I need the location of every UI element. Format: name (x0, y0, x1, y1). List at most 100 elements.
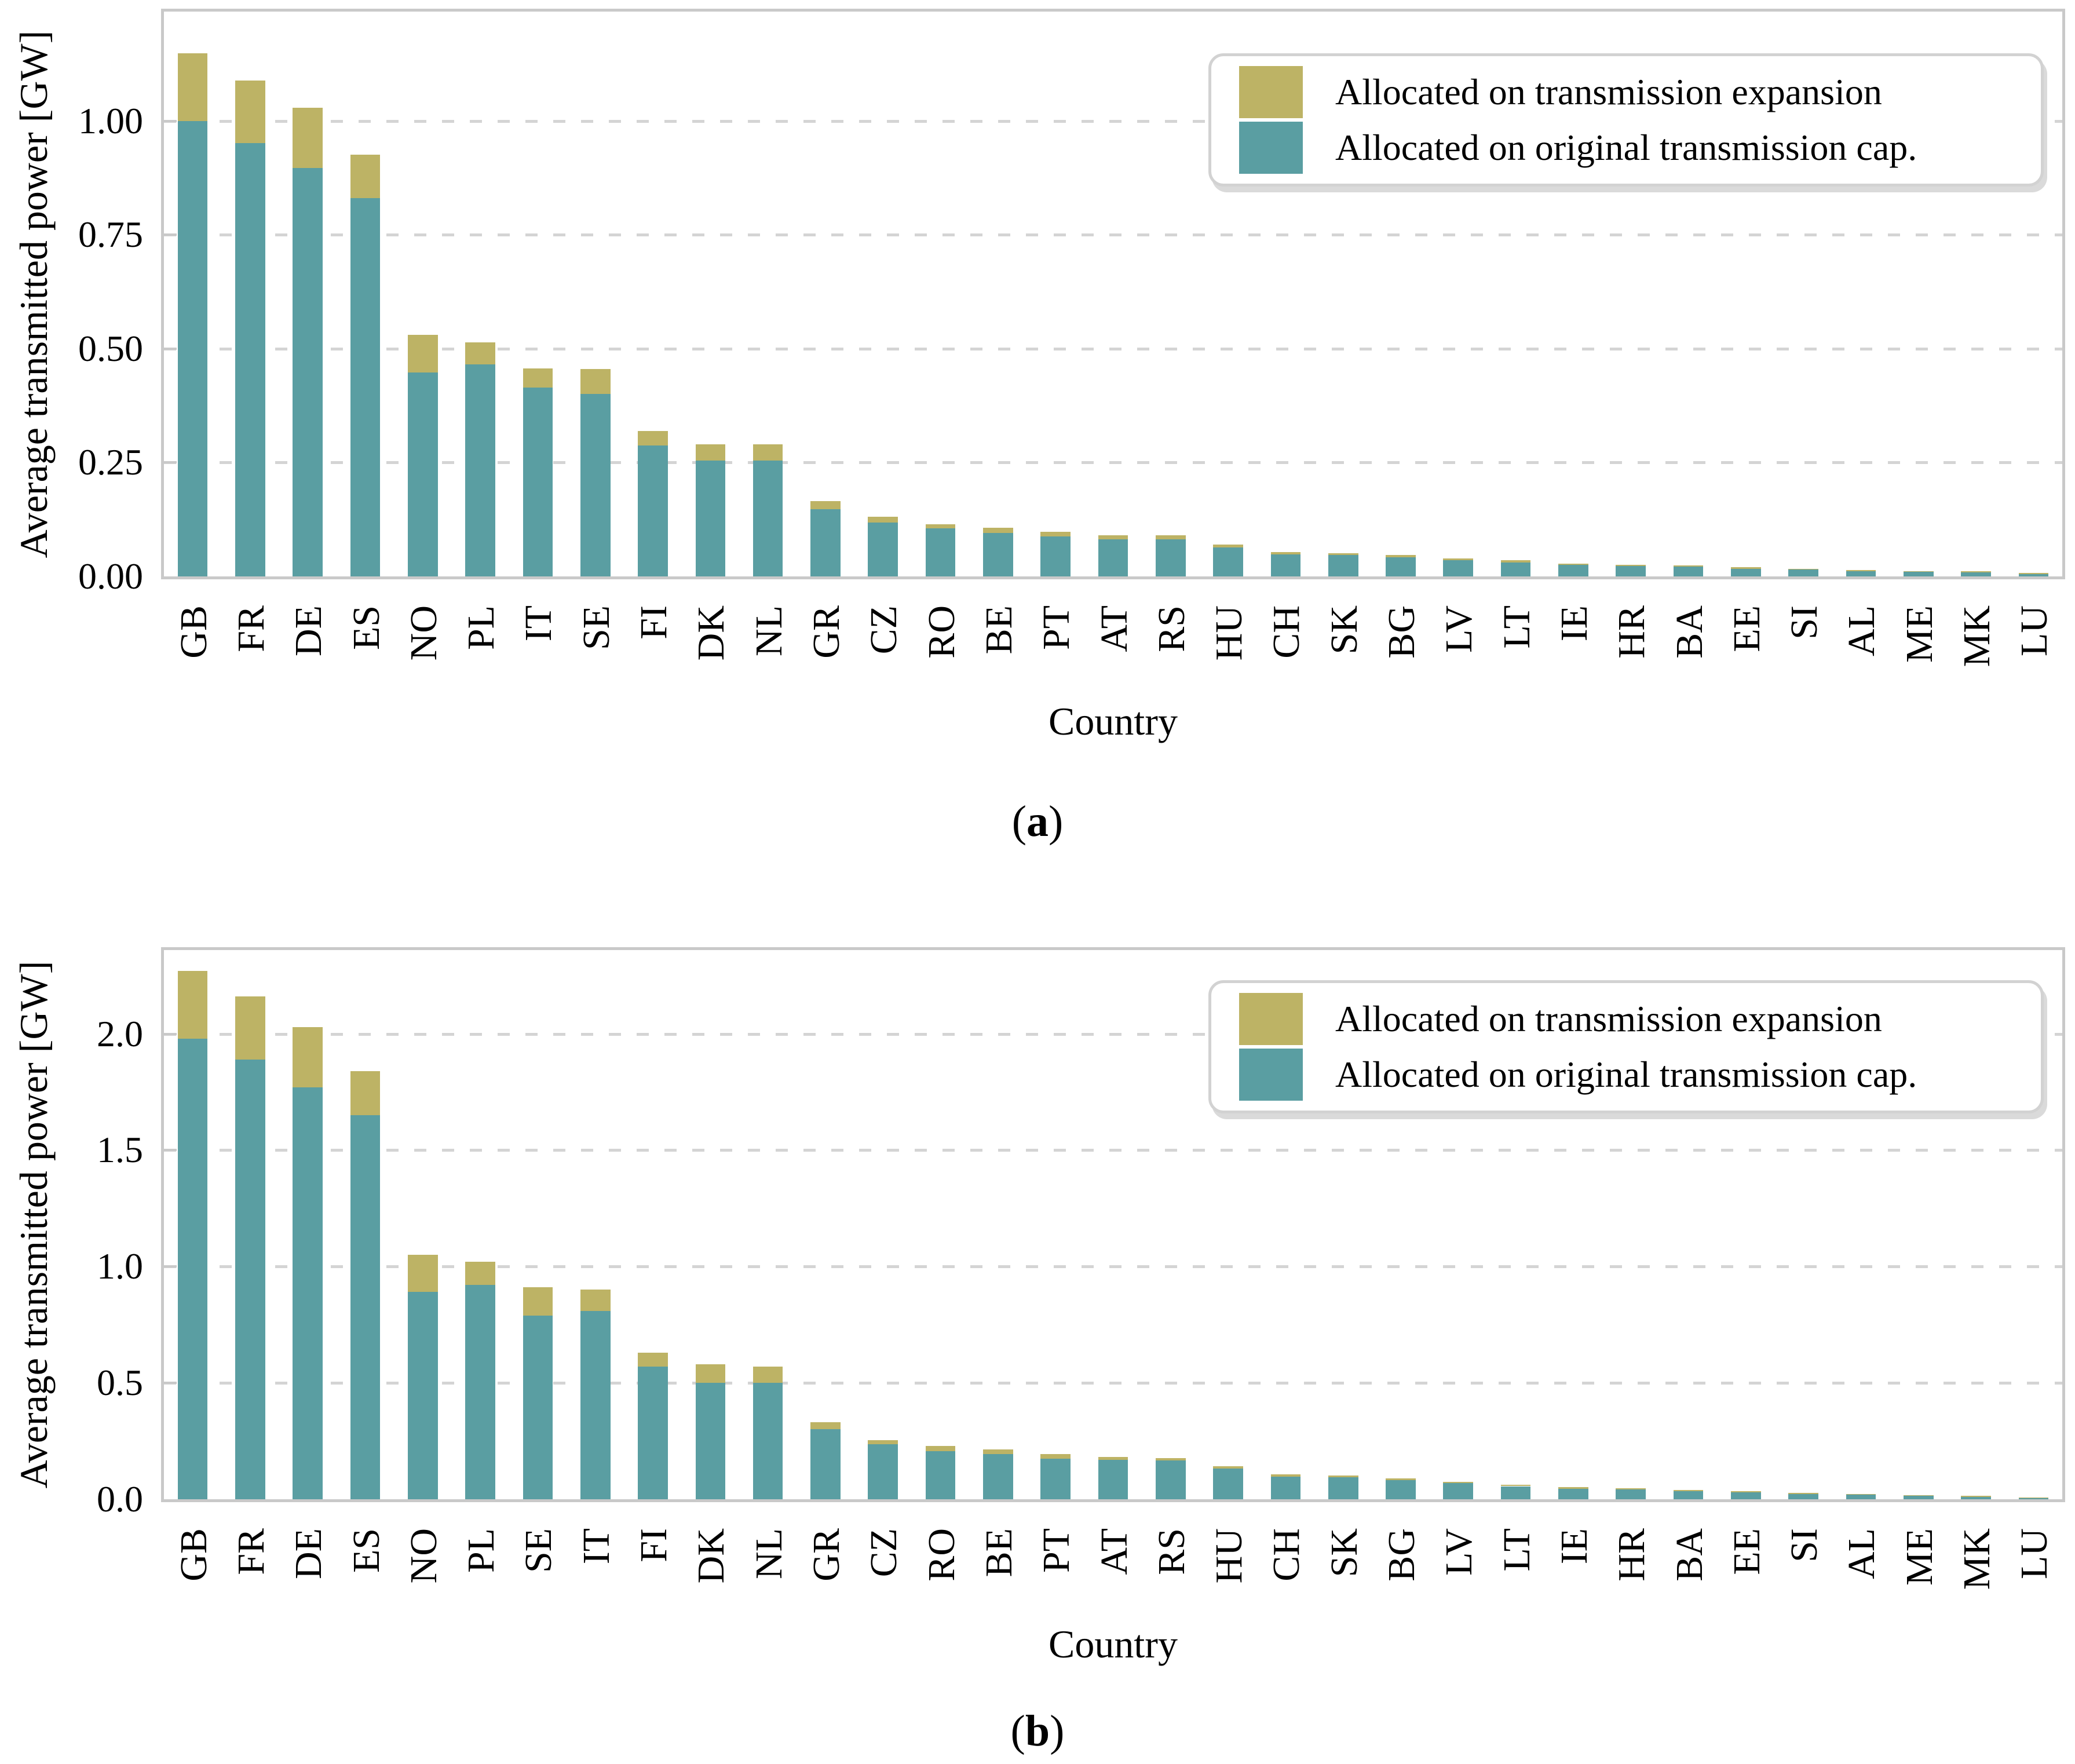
bar-SI-original (1788, 1493, 1818, 1499)
bar-LT-expansion (1500, 1484, 1531, 1487)
bar-FR-original (235, 1059, 265, 1499)
y-tick-label-1.5: 1.5 (97, 1129, 143, 1171)
bar-BG-original (1386, 557, 1416, 576)
bar-AT-expansion (1098, 535, 1128, 539)
bar-GR-original (810, 1429, 841, 1499)
bar-HU-expansion (1213, 544, 1243, 547)
x-tick-label-FR: FR (229, 605, 272, 652)
bar-IT-original (523, 387, 553, 576)
bar-PT-expansion (1040, 1454, 1071, 1459)
bar-AL-expansion (1846, 569, 1876, 571)
bar-LT-original (1500, 1486, 1531, 1499)
bar-NL-expansion (752, 444, 783, 461)
caption-a-letter: a (1026, 797, 1049, 846)
bar-RS-original (1155, 539, 1186, 576)
x-tick-label-HR: HR (1610, 605, 1653, 659)
bar-SE-original (523, 1315, 553, 1499)
bar-GB-expansion (177, 971, 208, 1039)
bar-HR-original (1616, 565, 1646, 576)
bar-BE-original (983, 533, 1013, 576)
x-tick-label-LT: LT (1495, 605, 1538, 649)
caption-a-open-paren: ( (1011, 797, 1026, 846)
gridline-0.5 (164, 1382, 2062, 1385)
x-tick-label-GB: GB (172, 605, 215, 659)
caption-b-open-paren: ( (1010, 1707, 1025, 1755)
legend-b: Allocated on transmission expansion Alloc… (1208, 980, 2044, 1113)
gridline-0.50 (164, 347, 2062, 350)
bar-MK-expansion (1961, 1496, 1991, 1497)
legend-label-b-0: Allocated on transmission expansion (1335, 998, 1882, 1039)
bar-AT-original (1098, 539, 1128, 576)
bar-RS-original (1155, 1460, 1186, 1499)
bar-GB-original (177, 120, 208, 576)
bar-DE-original (293, 1087, 323, 1499)
x-tick-label-BE: BE (977, 605, 1020, 655)
y-axis-label-b: Average transmitted power [GW] (12, 960, 56, 1489)
bar-SK-original (1328, 1477, 1358, 1499)
x-tick-label-SK: SK (1323, 1528, 1365, 1577)
caption-a-close-paren: ) (1049, 797, 1064, 846)
gridline-1.5 (164, 1149, 2062, 1152)
bar-SK-expansion (1328, 553, 1358, 556)
x-tick-label-SI: SI (1783, 605, 1826, 640)
caption-b-close-paren: ) (1050, 1707, 1065, 1755)
bar-IT-original (580, 1310, 611, 1499)
bar-RS-expansion (1155, 535, 1186, 540)
bar-ES-expansion (350, 154, 381, 198)
bar-EE-expansion (1731, 567, 1761, 569)
bar-NO-original (408, 372, 438, 576)
bar-ME-expansion (1903, 1495, 1934, 1496)
bar-PT-original (1040, 536, 1071, 576)
legend-swatch-original (1239, 1049, 1303, 1101)
bar-PL-expansion (465, 342, 495, 365)
x-tick-label-EE: EE (1725, 1528, 1768, 1575)
x-axis-label-a: Country (1049, 699, 1178, 743)
bar-CZ-original (868, 523, 898, 576)
x-tick-label-GR: GR (805, 605, 847, 659)
y-tick-label-1.0: 1.0 (97, 1246, 143, 1287)
bar-MK-original (1961, 1496, 1991, 1499)
x-tick-label-NL: NL (747, 1528, 790, 1579)
x-tick-label-ES: ES (345, 605, 388, 651)
x-tick-label-RO: RO (920, 605, 963, 659)
y-tick-label-0.25: 0.25 (78, 441, 143, 483)
bar-ME-original (1903, 1496, 1934, 1499)
bar-PL-original (465, 1285, 495, 1499)
bar-DK-expansion (695, 444, 726, 461)
legend-swatch-expansion (1239, 992, 1303, 1045)
gridline-2.0 (164, 1032, 2062, 1036)
bar-DE-original (293, 167, 323, 576)
x-tick-label-LV: LV (1438, 605, 1481, 653)
bar-PT-expansion (1040, 531, 1071, 536)
x-tick-label-AL: AL (1840, 605, 1883, 656)
bar-CH-original (1270, 554, 1301, 576)
bar-NO-original (408, 1292, 438, 1499)
x-tick-label-CZ: CZ (863, 605, 905, 655)
x-tick-label-CZ: CZ (863, 1528, 905, 1577)
x-tick-label-PL: PL (460, 605, 503, 651)
bar-DE-expansion (293, 1027, 323, 1087)
x-tick-label-HU: HU (1208, 605, 1251, 661)
bar-NO-expansion (408, 1255, 438, 1292)
y-tick-label-0.50: 0.50 (78, 327, 143, 369)
bar-SE-expansion (580, 369, 611, 394)
legend-label-b-1: Allocated on original transmission cap. (1335, 1054, 1917, 1095)
y-axis-label-a: Average transmitted power [GW] (12, 30, 56, 558)
x-tick-label-RS: RS (1150, 1528, 1193, 1575)
x-tick-label-SK: SK (1323, 605, 1365, 655)
x-tick-label-AL: AL (1840, 1528, 1883, 1579)
y-tick-mark-1.5 (164, 1149, 177, 1152)
x-tick-label-GR: GR (805, 1528, 847, 1582)
x-tick-label-CH: CH (1265, 1528, 1308, 1582)
bar-BA-original (1673, 567, 1704, 576)
x-tick-label-RS: RS (1150, 605, 1193, 652)
bar-LU-original (2018, 1498, 2049, 1499)
legend-swatch-original (1239, 122, 1303, 174)
x-tick-label-FI: FI (633, 1528, 675, 1562)
bar-CZ-expansion (868, 516, 898, 523)
x-tick-label-GB: GB (172, 1528, 215, 1582)
x-tick-label-AT: AT (1093, 1528, 1135, 1575)
x-tick-label-FR: FR (229, 1528, 272, 1575)
gridline-0.25 (164, 461, 2062, 465)
bar-FI-expansion (638, 1352, 668, 1367)
